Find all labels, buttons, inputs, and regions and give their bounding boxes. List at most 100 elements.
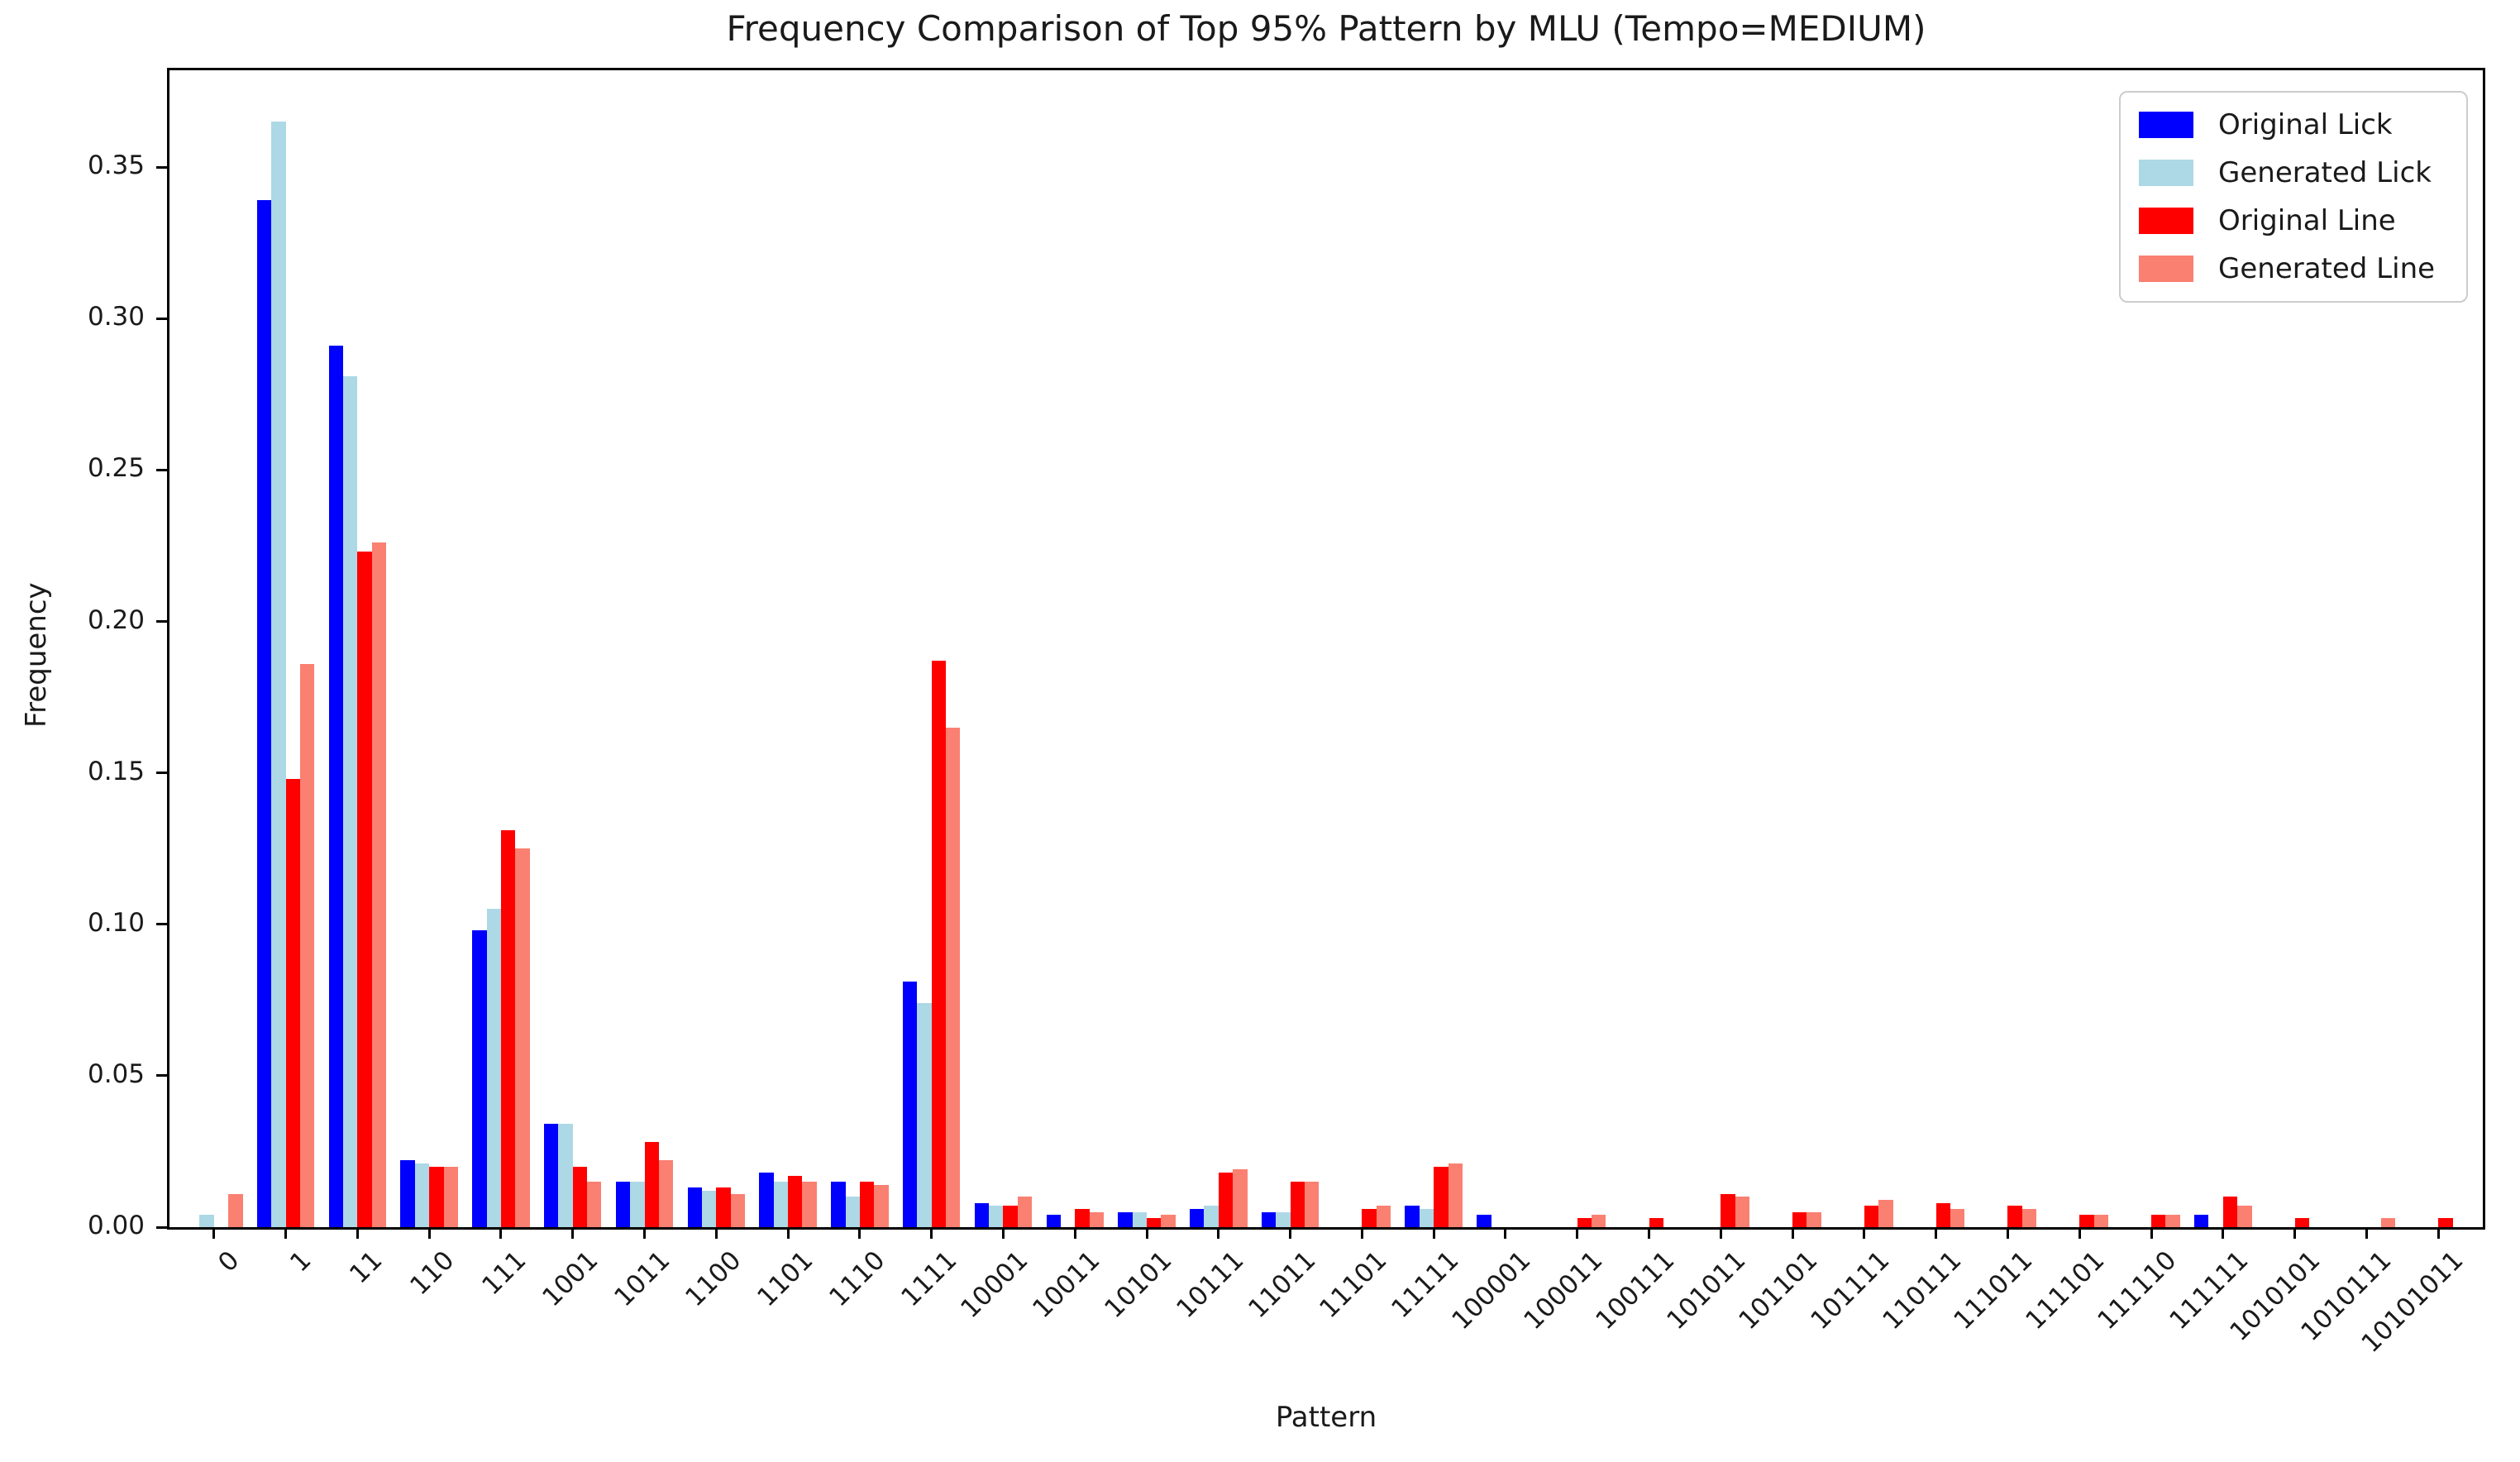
legend-swatch-icon	[2139, 256, 2193, 282]
x-tick-mark	[1145, 1227, 1148, 1239]
bar-original-lick-111111	[2194, 1215, 2209, 1227]
y-tick-mark	[156, 317, 168, 320]
bar-generated-lick-1001	[558, 1124, 573, 1227]
bar-original-line-1001	[572, 1166, 588, 1227]
bar-generated-line-110111	[1950, 1209, 1965, 1227]
y-tick-mark	[156, 620, 168, 624]
bar-original-line-100011	[1577, 1218, 1592, 1227]
x-tick-mark	[2436, 1227, 2440, 1239]
x-tick-mark	[1001, 1227, 1005, 1239]
x-tick-mark	[1863, 1227, 1866, 1239]
y-tick-label: 0.30	[87, 302, 145, 332]
bar-original-line-101101	[1792, 1211, 1807, 1227]
legend-item: Original Line	[2139, 204, 2448, 237]
bar-generated-line-1100	[730, 1193, 745, 1227]
bar-original-line-1110	[859, 1182, 875, 1227]
bar-generated-line-1001	[587, 1182, 602, 1227]
bar-generated-lick-11	[343, 375, 358, 1227]
x-tick-mark	[1504, 1227, 1507, 1239]
y-tick-label: 0.05	[87, 1058, 145, 1089]
x-tick-mark	[2222, 1227, 2225, 1239]
bar-original-line-11011	[1290, 1182, 1305, 1227]
bar-original-lick-10011	[1046, 1215, 1061, 1227]
y-tick-label: 0.10	[87, 907, 145, 938]
y-axis-label: Frequency	[20, 581, 53, 728]
bar-generated-lick-1011	[630, 1182, 645, 1227]
y-tick-mark	[156, 923, 168, 926]
x-tick-mark	[1073, 1227, 1076, 1239]
bar-original-line-11111	[1434, 1166, 1449, 1227]
x-tick-mark	[2365, 1227, 2368, 1239]
bar-original-lick-10101	[1118, 1211, 1133, 1227]
bar-original-line-1010101	[2294, 1218, 2309, 1227]
x-tick-mark	[1360, 1227, 1363, 1239]
bar-original-line-100111	[1649, 1218, 1663, 1227]
y-tick-label: 0.35	[87, 150, 145, 181]
bar-original-lick-1011	[615, 1182, 631, 1227]
bar-original-lick-11111	[1405, 1206, 1420, 1227]
x-tick-mark	[284, 1227, 288, 1239]
x-tick-mark	[1289, 1227, 1292, 1239]
legend-label: Original Line	[2218, 204, 2396, 237]
bar-generated-lick-0	[199, 1215, 214, 1227]
x-tick-mark	[1935, 1227, 1938, 1239]
bar-generated-line-0	[228, 1193, 243, 1227]
bar-generated-line-10111	[1233, 1169, 1248, 1227]
bar-generated-line-111111	[2237, 1206, 2252, 1227]
x-tick-mark	[356, 1227, 359, 1239]
plot-area	[167, 68, 2485, 1230]
bar-original-line-111110	[2151, 1215, 2166, 1227]
legend-item: Generated Line	[2139, 252, 2448, 285]
bar-generated-line-11011	[1304, 1182, 1320, 1227]
bar-original-line-111	[500, 830, 516, 1227]
bar-original-line-110111	[1935, 1202, 1951, 1227]
bar-original-lick-1110	[831, 1182, 846, 1227]
bar-generated-line-100011	[1592, 1215, 1606, 1227]
bar-generated-line-11	[371, 542, 387, 1227]
bar-generated-lick-1110	[845, 1197, 860, 1227]
bar-generated-lick-10101	[1132, 1211, 1148, 1227]
bar-original-line-10111	[1218, 1173, 1234, 1227]
bar-generated-line-101101	[1806, 1211, 1821, 1227]
legend-item: Generated Lick	[2139, 156, 2448, 189]
legend-swatch-icon	[2139, 208, 2193, 234]
bar-generated-line-11111	[1448, 1163, 1463, 1227]
bar-generated-line-1111	[946, 727, 961, 1227]
bar-generated-lick-110	[414, 1163, 430, 1227]
x-tick-mark	[1576, 1227, 1579, 1239]
bar-generated-line-110	[443, 1166, 458, 1227]
bar-original-lick-111	[472, 930, 487, 1227]
bar-original-line-11101	[1362, 1209, 1377, 1227]
legend-item: Original Lick	[2139, 108, 2448, 141]
bar-original-line-101111	[1864, 1206, 1879, 1227]
legend-label: Original Lick	[2218, 108, 2393, 141]
bar-generated-lick-11111	[1419, 1209, 1434, 1227]
bar-original-line-110	[429, 1166, 444, 1227]
bar-original-lick-10111	[1190, 1209, 1205, 1227]
bar-original-line-1	[285, 778, 300, 1227]
bar-generated-lick-10001	[989, 1206, 1004, 1227]
y-tick-mark	[156, 772, 168, 775]
bar-original-line-11	[357, 552, 372, 1227]
x-tick-mark	[2150, 1227, 2153, 1239]
x-tick-mark	[1719, 1227, 1722, 1239]
bar-original-lick-1001	[544, 1124, 559, 1227]
bar-original-line-10011	[1075, 1209, 1090, 1227]
y-tick-mark	[156, 468, 168, 471]
bar-generated-lick-1	[271, 122, 286, 1227]
bar-original-line-10101011	[2438, 1218, 2453, 1227]
bar-generated-lick-11011	[1276, 1211, 1291, 1227]
bar-original-lick-1111	[902, 982, 918, 1227]
x-tick-mark	[2293, 1227, 2297, 1239]
bar-generated-line-11101	[1376, 1206, 1391, 1227]
x-tick-mark	[427, 1227, 431, 1239]
bar-generated-line-1101	[802, 1182, 817, 1227]
bar-generated-line-1110	[874, 1184, 889, 1227]
x-tick-mark	[858, 1227, 861, 1239]
bar-original-line-10001	[1003, 1206, 1018, 1227]
bar-generated-lick-1101	[773, 1182, 789, 1227]
x-tick-mark	[714, 1227, 718, 1239]
x-axis-label: Pattern	[1275, 1401, 1377, 1434]
bar-generated-line-1011	[658, 1160, 674, 1227]
